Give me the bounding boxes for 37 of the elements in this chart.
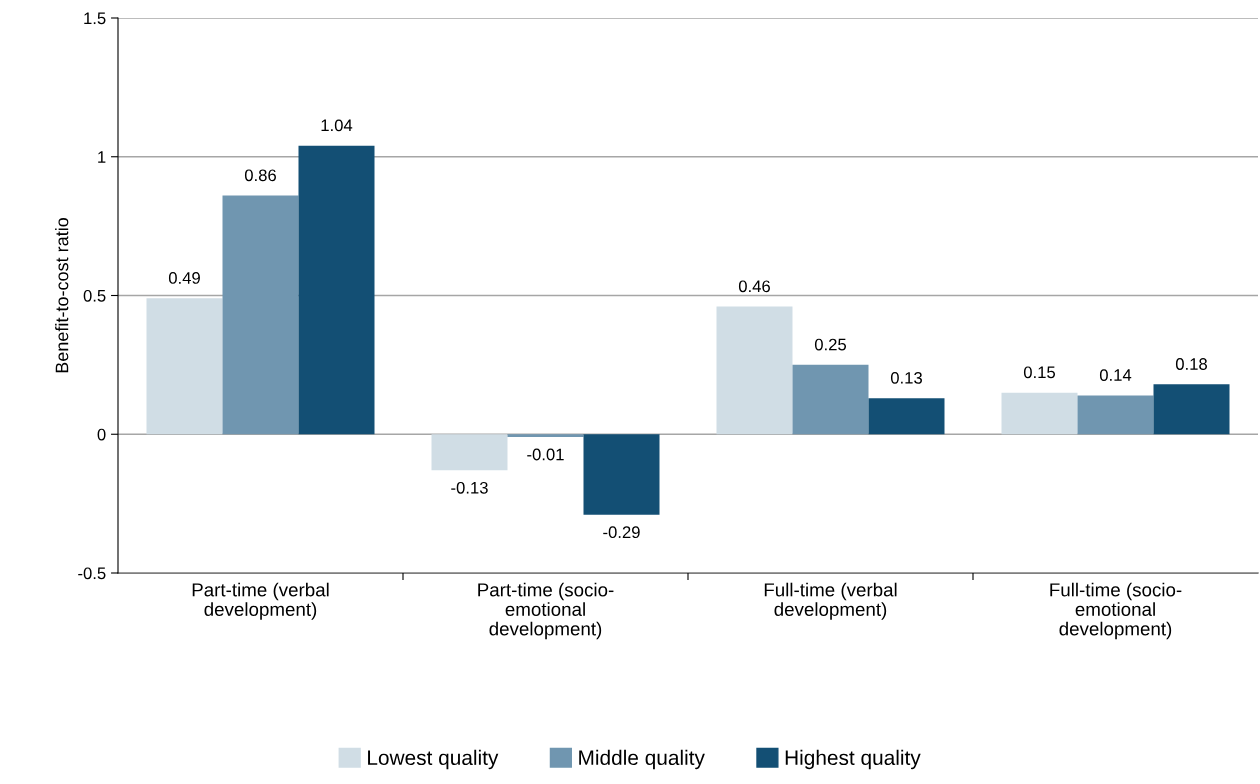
y-tick-label: 1.5 xyxy=(84,12,106,25)
data-label: -0.29 xyxy=(603,526,640,539)
data-label: 0.49 xyxy=(168,272,200,284)
bar xyxy=(298,145,375,435)
data-label: 0.46 xyxy=(738,280,770,293)
bar xyxy=(1077,395,1154,435)
legend-label: Highest quality xyxy=(785,749,921,770)
y-tick-label: -0.5 xyxy=(78,567,106,580)
bar xyxy=(431,434,508,471)
data-label: 0.13 xyxy=(890,371,922,384)
bar xyxy=(716,306,793,435)
data-label: 0.14 xyxy=(1099,369,1132,381)
data-label: 1.04 xyxy=(321,119,353,132)
bar xyxy=(1001,392,1078,435)
x-tick-label: Full-time (socio- emotional development) xyxy=(1050,582,1182,640)
bar xyxy=(507,434,584,438)
legend-label: Middle quality xyxy=(579,749,705,770)
legend-label: Lowest quality xyxy=(368,749,499,770)
x-tick-label: Part-time (socio- emotional development) xyxy=(478,582,614,640)
y-tick-label: 0 xyxy=(97,428,106,441)
bar xyxy=(792,364,869,435)
bar xyxy=(1153,384,1230,435)
x-tick-label: Full-time (verbal development) xyxy=(764,582,897,620)
data-label: -0.01 xyxy=(527,448,564,461)
data-label: 0.86 xyxy=(244,169,276,182)
data-label: 0.15 xyxy=(1023,366,1056,379)
bar xyxy=(583,434,660,515)
x-tick-label: Part-time (verbal development) xyxy=(192,582,329,620)
data-label: 0.25 xyxy=(814,338,847,351)
data-label: 0.18 xyxy=(1175,358,1207,370)
bar xyxy=(222,195,299,435)
y-tick-label: 1 xyxy=(98,151,106,163)
data-label: -0.13 xyxy=(451,481,488,494)
bar xyxy=(868,398,945,435)
y-tick-label: 0.5 xyxy=(83,289,106,302)
bar xyxy=(146,298,223,435)
y-axis-title: Benefit-to-cost ratio xyxy=(55,217,69,373)
